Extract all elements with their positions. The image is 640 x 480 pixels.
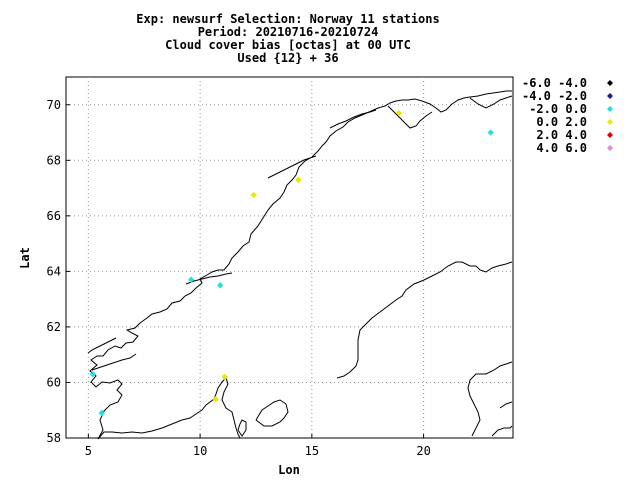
- coastline-fjord-sogn: [91, 353, 137, 371]
- coastline-norway-west: [89, 90, 512, 440]
- x-tick-label: 20: [416, 444, 430, 458]
- coastline-estonia: [491, 425, 513, 437]
- x-axis-ticks: 5 10 15 20: [85, 434, 431, 458]
- station-point: [89, 370, 97, 378]
- header-line-3: Cloud cover bias [octas] at 00 UTC: [165, 38, 411, 52]
- coastline-troms: [387, 105, 433, 129]
- legend-marker: [607, 132, 613, 138]
- station-point: [98, 409, 105, 417]
- coastline-bothnia: [336, 261, 513, 379]
- coastline-fjord-west: [87, 337, 117, 354]
- legend-label: -4.0 -2.0: [522, 89, 587, 103]
- coastline-gulf-finland: [499, 401, 513, 409]
- legend-marker: [607, 145, 613, 151]
- header-line-1: Exp: newsurf Selection: Norway 11 statio…: [136, 12, 439, 26]
- legend-label: -6.0 -4.0: [522, 76, 587, 90]
- station-point: [217, 282, 224, 289]
- legend: -6.0 -4.0-4.0 -2.0-2.0 0.00.0 2.02.0 4.0…: [522, 76, 613, 155]
- header: Exp: newsurf Selection: Norway 11 statio…: [136, 12, 439, 65]
- coastline-northeast: [469, 95, 513, 109]
- legend-label: 4.0 6.0: [536, 141, 587, 155]
- station-point: [487, 129, 494, 136]
- coastline-oland: [237, 419, 247, 437]
- coastline-gotland: [255, 399, 289, 427]
- legend-marker: [607, 119, 613, 125]
- legend-marker: [607, 106, 613, 112]
- header-line-4: Used {12} + 36: [237, 51, 338, 65]
- y-tick-label: 68: [47, 153, 61, 167]
- legend-marker: [607, 80, 613, 86]
- coastline-map: [87, 90, 513, 440]
- x-tick-label: 5: [85, 444, 92, 458]
- station-points: [89, 109, 494, 417]
- x-axis-label: Lon: [278, 463, 300, 477]
- y-tick-label: 70: [47, 98, 61, 112]
- x-tick-label: 10: [193, 444, 207, 458]
- legend-marker: [607, 93, 613, 99]
- plot-area: [65, 76, 514, 439]
- station-point: [221, 373, 228, 381]
- coastline-finland-west: [467, 361, 513, 437]
- station-point: [212, 395, 219, 403]
- y-axis-label: Lat: [18, 247, 32, 269]
- grid: [66, 77, 513, 438]
- station-point: [250, 191, 257, 199]
- legend-label: 0.0 2.0: [536, 115, 587, 129]
- y-tick-label: 62: [47, 320, 61, 334]
- y-tick-label: 66: [47, 209, 61, 223]
- header-line-2: Period: 20210716-20210724: [198, 25, 379, 39]
- legend-label: -2.0 0.0: [529, 102, 587, 116]
- y-tick-label: 64: [47, 264, 61, 278]
- y-axis-ticks: 58 60 62 64 66 68 70: [47, 98, 70, 445]
- y-tick-label: 60: [47, 375, 61, 389]
- coastline-north-islands: [329, 109, 377, 129]
- coastline-lofoten: [267, 155, 317, 179]
- x-tick-label: 15: [305, 444, 319, 458]
- station-point: [187, 276, 195, 283]
- station-point: [295, 176, 302, 183]
- legend-label: 2.0 4.0: [536, 128, 587, 142]
- coastline-oslofjord: [97, 377, 241, 440]
- coastline-fjord-trondheim: [185, 272, 233, 285]
- y-tick-label: 58: [47, 431, 61, 445]
- station-point: [395, 109, 403, 117]
